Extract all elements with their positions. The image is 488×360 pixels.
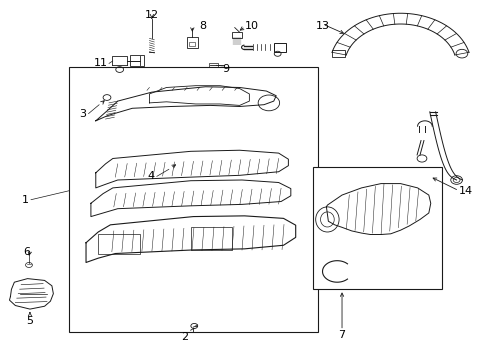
Text: 7: 7 (338, 330, 345, 340)
Bar (312, 167, 441, 289)
Text: 2: 2 (181, 332, 188, 342)
Text: 1: 1 (22, 195, 29, 205)
Bar (209, 63, 218, 67)
Text: 14: 14 (458, 186, 472, 196)
Bar (188, 41, 194, 46)
Text: 6: 6 (23, 247, 30, 257)
Bar (130, 55, 143, 66)
Text: 4: 4 (147, 171, 154, 181)
Text: 12: 12 (144, 10, 159, 20)
Bar (231, 32, 241, 39)
Text: 3: 3 (79, 109, 86, 119)
Bar (273, 43, 285, 51)
Text: 9: 9 (222, 64, 229, 74)
Text: 10: 10 (244, 21, 258, 31)
Text: 8: 8 (199, 21, 206, 31)
Bar (331, 50, 345, 57)
Bar (186, 37, 197, 48)
Bar (98, 234, 140, 253)
Text: 13: 13 (315, 21, 329, 31)
Bar (69, 67, 317, 332)
Bar (190, 226, 232, 250)
Text: 5: 5 (26, 316, 33, 325)
Text: 11: 11 (94, 58, 108, 68)
